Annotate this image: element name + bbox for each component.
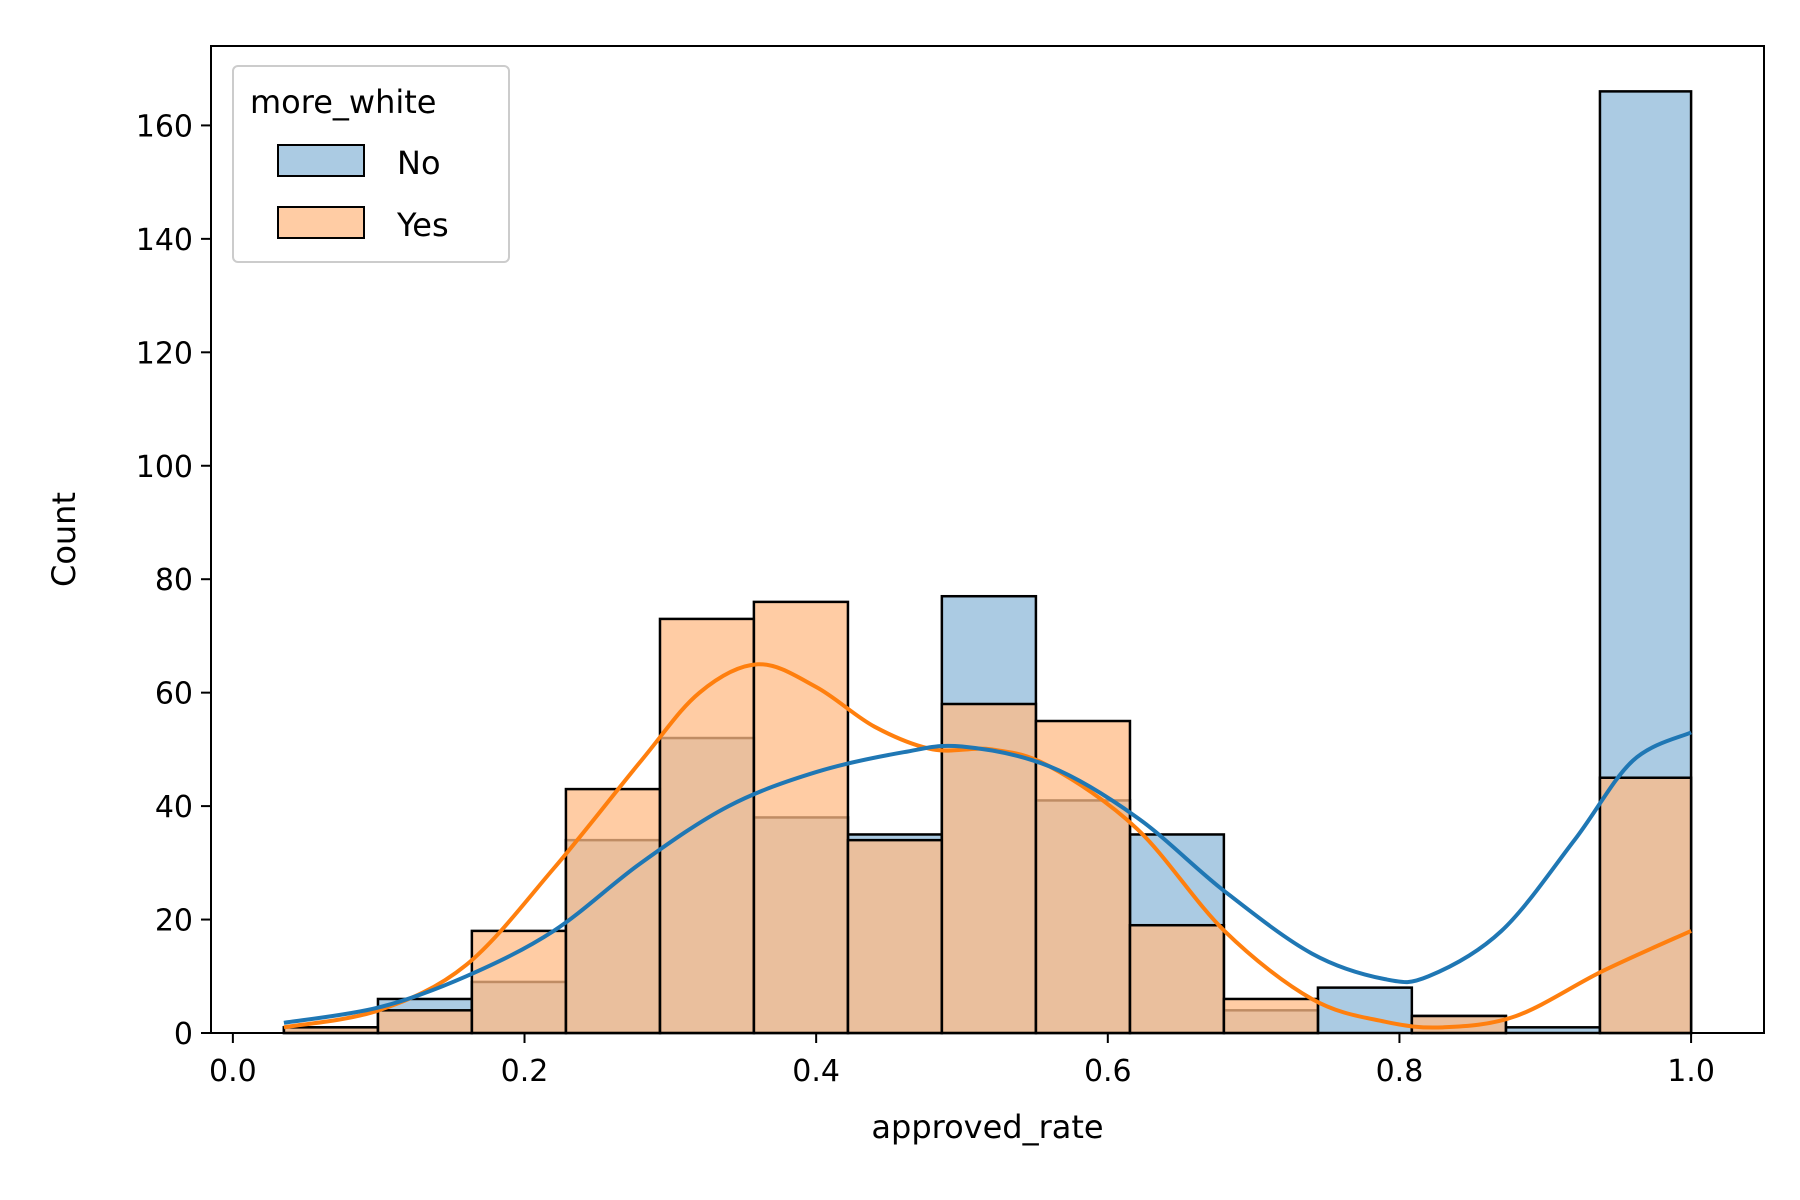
x-tick-label: 0.4 — [792, 1054, 840, 1089]
legend-label-no: No — [397, 144, 441, 182]
legend-title: more_white — [250, 83, 436, 121]
legend-label-yes: Yes — [396, 206, 449, 244]
legend: more_white No Yes — [232, 65, 510, 263]
bar-yes-7 — [940, 702, 1038, 1035]
y-tick-label: 100 — [136, 450, 193, 485]
bar-yes-14 — [1598, 776, 1693, 1035]
y-axis-label: Count — [45, 492, 83, 587]
y-axis: 0 20 40 60 80 100 120 140 160 — [136, 109, 211, 1052]
x-tick-label: 0.0 — [209, 1054, 257, 1089]
x-axis-label: approved_rate — [871, 1108, 1103, 1146]
y-tick-label: 160 — [136, 109, 193, 144]
legend-swatch-yes — [277, 206, 365, 239]
bar-yes-4 — [658, 617, 756, 1035]
y-tick-label: 40 — [155, 790, 193, 825]
plot-area-frame — [210, 45, 1765, 1034]
x-tick-label: 0.2 — [501, 1054, 549, 1089]
kde-line-yes — [283, 662, 1692, 1030]
bar-yes-1 — [376, 1009, 474, 1035]
kde-curves — [283, 662, 1692, 1030]
bar-yes-5 — [752, 600, 850, 1035]
y-tick-label: 20 — [155, 904, 193, 939]
x-tick-label: 1.0 — [1667, 1054, 1715, 1089]
y-tick-label: 60 — [155, 677, 193, 712]
bar-yes-6 — [846, 838, 944, 1035]
x-axis: 0.0 0.2 0.4 0.6 0.8 1.0 — [209, 1033, 1715, 1089]
bar-yes-10 — [1222, 997, 1320, 1035]
y-tick-label: 80 — [155, 563, 193, 598]
y-tick-label: 140 — [136, 223, 193, 258]
y-tick-label: 120 — [136, 336, 193, 371]
kde-line-no — [283, 730, 1692, 1025]
x-tick-label: 0.6 — [1084, 1054, 1132, 1089]
bar-yes-9 — [1128, 923, 1226, 1035]
legend-swatch-no — [277, 144, 365, 177]
y-tick-label: 0 — [174, 1017, 193, 1052]
x-tick-label: 0.8 — [1376, 1054, 1424, 1089]
